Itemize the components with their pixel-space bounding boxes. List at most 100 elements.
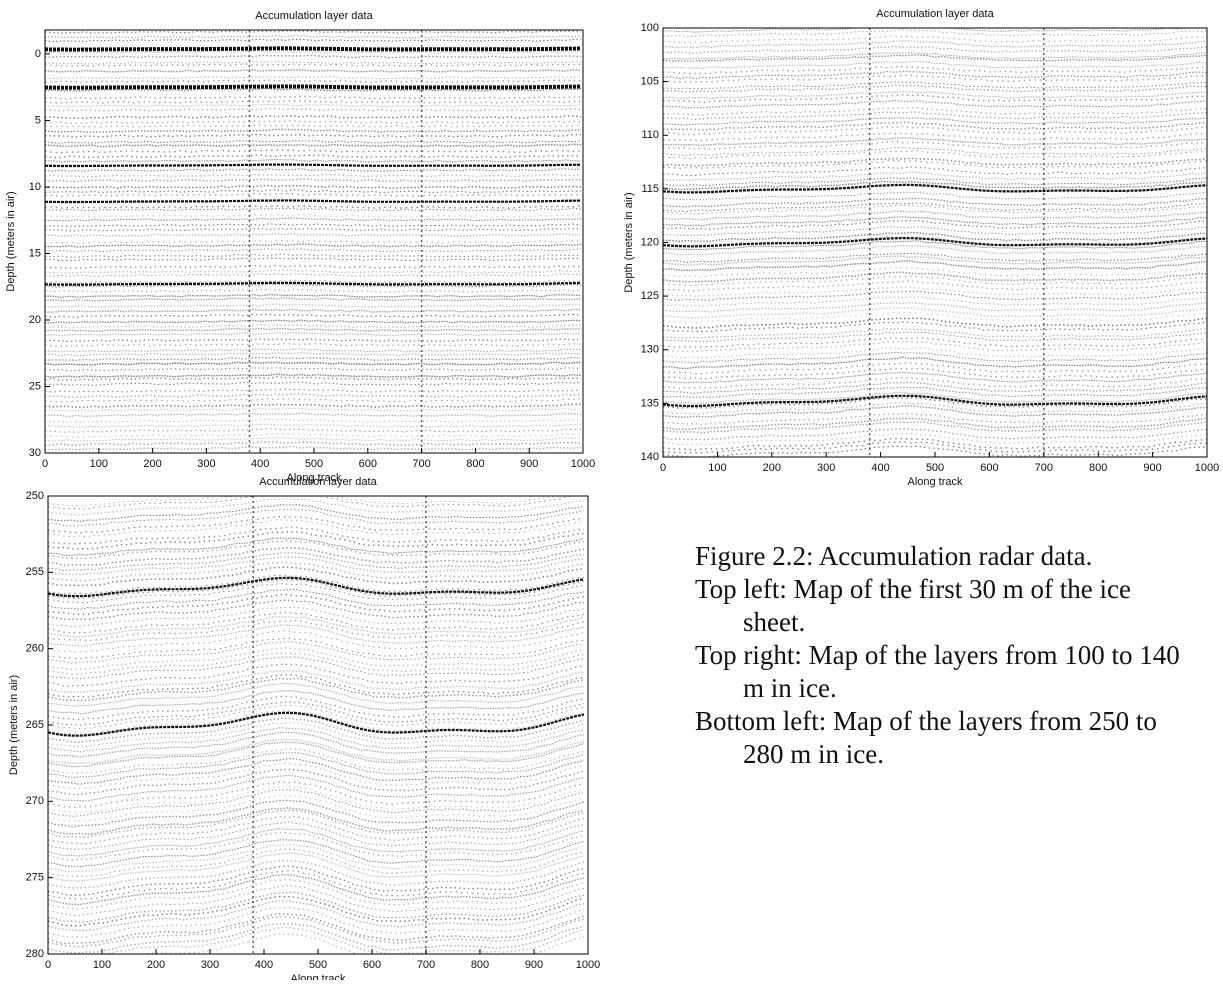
radar-layer	[45, 303, 582, 308]
radar-layer	[663, 35, 1207, 44]
radar-layer	[663, 255, 1207, 266]
radar-layer	[48, 757, 585, 785]
radar-layer	[48, 781, 585, 809]
radar-layer	[45, 154, 582, 159]
radar-layer	[45, 308, 582, 313]
radar-layer	[45, 75, 582, 80]
chart-title: Accumulation layer data	[255, 10, 373, 22]
radar-layer	[48, 682, 585, 707]
radar-layer	[663, 202, 1207, 213]
radar-layer	[663, 45, 1207, 54]
radar-layer	[48, 885, 585, 917]
radar-layer	[45, 184, 582, 189]
radar-layer	[45, 376, 582, 381]
radar-layer	[45, 173, 582, 178]
radar-layer-strong	[45, 199, 582, 204]
radar-layer	[663, 321, 1207, 333]
radar-layer	[48, 874, 585, 906]
radar-layer	[663, 40, 1207, 49]
x-tick-label: 700	[417, 959, 435, 971]
radar-layer	[663, 216, 1207, 227]
x-tick-label: 300	[817, 462, 835, 474]
radar-layer	[45, 248, 582, 253]
radar-layer	[663, 362, 1207, 375]
radar-layer	[48, 895, 585, 927]
radar-layer	[45, 38, 582, 43]
radar-layer	[48, 700, 585, 726]
caption-line: Top left: Map of the first 30 m of the i…	[695, 574, 1131, 637]
y-axis-label: Depth (meters in air)	[8, 675, 20, 775]
x-tick-label: 700	[1035, 462, 1053, 474]
radar-layer	[48, 717, 585, 743]
y-tick-label: 125	[641, 290, 659, 302]
radar-layer	[48, 526, 584, 545]
radar-layer	[45, 243, 582, 248]
chart: Accumulation layer data Along track Depth …	[5, 10, 595, 484]
radar-layer	[663, 99, 1207, 109]
x-tick-label: 200	[147, 959, 165, 971]
chart: Accumulation layer data Along track Depth …	[623, 8, 1219, 488]
radar-layer	[48, 878, 585, 910]
radar-layer	[48, 788, 585, 817]
x-axis-label: Along track	[286, 472, 342, 484]
radar-layer	[48, 611, 585, 634]
radar-layer	[45, 114, 582, 120]
radar-layer	[663, 402, 1207, 415]
radar-layer	[663, 197, 1207, 208]
radar-layer	[663, 121, 1207, 131]
y-tick-label: 0	[35, 48, 41, 60]
radar-layer	[48, 752, 585, 779]
radar-layer	[48, 677, 585, 702]
radar-layer	[48, 741, 585, 768]
chart: Accumulation layer data Along track Depth …	[8, 476, 600, 985]
radar-layer	[48, 496, 558, 507]
radar-layer	[45, 60, 582, 65]
radar-layer	[45, 149, 582, 154]
radar-layer	[48, 768, 585, 796]
radar-layer-strong	[45, 163, 582, 168]
radar-layer	[663, 260, 1207, 272]
radar-layer	[45, 168, 582, 172]
radar-layer	[663, 117, 1207, 126]
y-tick-label: 20	[29, 314, 41, 326]
x-tick-label: 800	[1089, 462, 1107, 474]
x-tick-label: 900	[520, 458, 538, 470]
x-tick-label: 600	[980, 462, 998, 474]
radar-layer	[45, 232, 582, 237]
radar-layer	[663, 347, 1207, 359]
radar-layer	[45, 293, 582, 299]
radar-layer	[45, 159, 582, 163]
radar-layer	[48, 496, 574, 510]
radar-layer	[663, 29, 1207, 38]
radar-layer	[663, 351, 1207, 364]
radar-layer	[45, 223, 582, 227]
radar-layer	[663, 397, 1207, 409]
radar-layer	[45, 178, 582, 183]
caption: Figure 2.2: Accumulation radar data. Top…	[695, 540, 1195, 771]
radar-layer	[663, 280, 1207, 292]
radar-layer	[48, 674, 585, 698]
radar-layer	[663, 180, 1207, 191]
radar-layer	[45, 441, 582, 447]
radar-layer	[45, 356, 582, 362]
radar-layer	[45, 327, 582, 332]
radar-layer	[48, 619, 585, 642]
radar-layer	[48, 731, 585, 758]
radar-layer	[663, 427, 1207, 441]
radar-layer	[663, 331, 1207, 343]
y-tick-label: 280	[26, 948, 44, 960]
radar-layer	[45, 319, 582, 324]
radar-layer	[45, 338, 582, 343]
y-tick-label: 15	[29, 247, 41, 259]
radar-layer	[137, 932, 585, 954]
y-tick-label: 270	[26, 795, 44, 807]
radar-layer	[48, 537, 585, 556]
radar-layer	[663, 311, 1207, 324]
y-tick-label: 250	[26, 490, 44, 502]
y-tick-label: 130	[641, 344, 659, 356]
radar-layer	[48, 827, 585, 857]
radar-layer	[45, 418, 582, 423]
radar-layer	[45, 100, 582, 104]
radar-layer	[45, 428, 582, 433]
radar-layer	[45, 217, 582, 222]
